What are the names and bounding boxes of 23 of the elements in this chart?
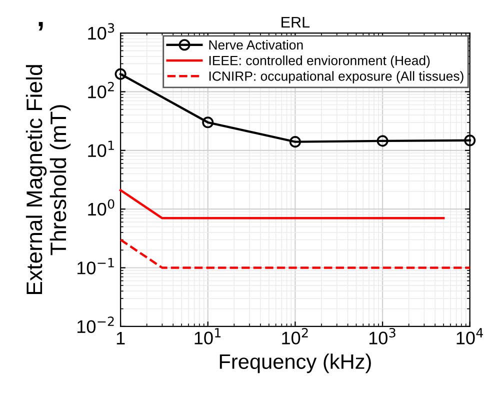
y-tick-label: 10$^{2}$ bbox=[88, 82, 114, 98]
point bbox=[202, 116, 214, 128]
legend-label: Nerve Activation bbox=[209, 40, 303, 50]
legend-label: IEEE: controlled envioronment (Head) bbox=[209, 56, 430, 68]
x-tick-label: 10$^{3}$ bbox=[369, 328, 396, 344]
x-tick-label: 10$^{4}$ bbox=[456, 328, 484, 344]
legend-label: ICNIRP: occupational exposure (All tissues) bbox=[209, 71, 464, 84]
point bbox=[464, 134, 476, 146]
point bbox=[114, 68, 126, 80]
x-axis-title: Frequency (kHz) bbox=[220, 354, 371, 374]
y-tick-label: 10$^{1}$ bbox=[88, 140, 114, 157]
y-tick-label: 10$^{0}$ bbox=[88, 199, 114, 216]
y-axis-title: External Magnetic Field Threshold (mT) bbox=[26, 65, 71, 294]
chart-title: ERL bbox=[282, 16, 310, 28]
x-tick-label: 1 bbox=[116, 332, 125, 344]
point bbox=[289, 136, 301, 148]
y-tick-label: 10$^{−1}$ bbox=[78, 258, 114, 274]
x-tick-label: 10$^{2}$ bbox=[282, 328, 308, 344]
y-tick-label: 10$^{−2}$ bbox=[78, 316, 114, 334]
y-tick-label: 10$^{3}$ bbox=[88, 23, 114, 40]
x-tick-label: 10$^{1}$ bbox=[194, 328, 221, 344]
text: , bbox=[38, 22, 43, 30]
point bbox=[376, 135, 388, 147]
